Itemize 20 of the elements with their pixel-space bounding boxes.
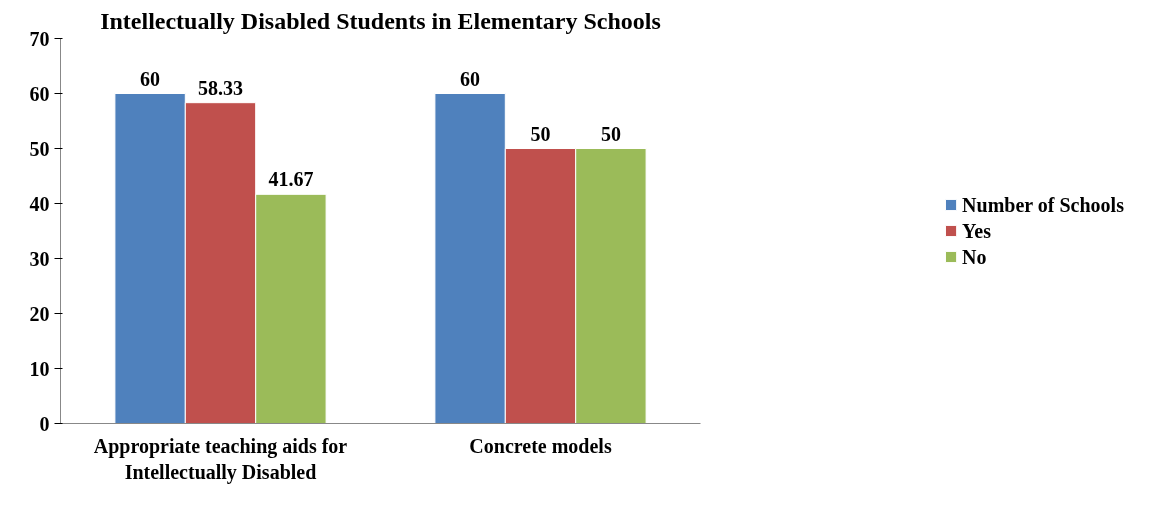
y-tick-label: 30: [29, 247, 50, 270]
chart-title: Intellectually Disabled Students in Elementary Schools: [100, 7, 661, 34]
legend-label: No: [962, 245, 987, 268]
legend-label: Yes: [962, 219, 991, 242]
y-tick-label: 10: [29, 357, 50, 380]
data-label: 41.67: [268, 168, 314, 191]
data-label: 60: [460, 67, 481, 90]
x-tick-label: Concrete models: [469, 434, 612, 457]
y-tick-label: 40: [29, 192, 50, 215]
y-tick-label: 0: [39, 412, 50, 435]
y-tick-label: 50: [29, 137, 50, 160]
data-label: 50: [530, 122, 551, 145]
data-label: 50: [600, 122, 621, 145]
data-label: 60: [140, 67, 161, 90]
x-tick-label: Appropriate teaching aids for Intellectually Disabled: [93, 434, 348, 484]
data-label: 58.33: [198, 76, 243, 99]
legend-label: Number of Schools: [962, 193, 1124, 216]
y-tick-label: 20: [29, 302, 50, 325]
y-tick-label: 60: [29, 82, 50, 105]
y-tick-label: 70: [29, 27, 50, 50]
